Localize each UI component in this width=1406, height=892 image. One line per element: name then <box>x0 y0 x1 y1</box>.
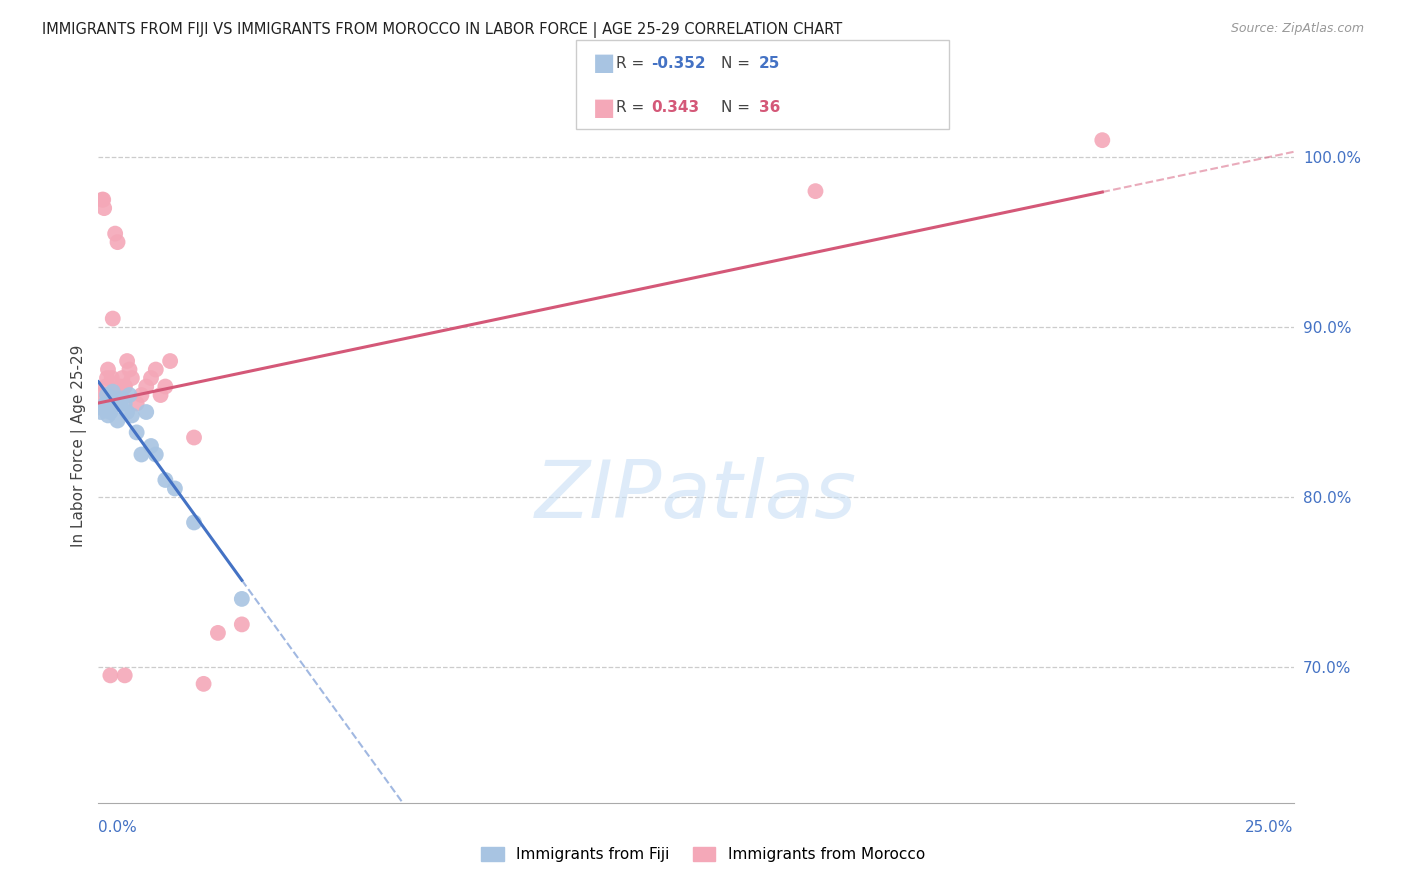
Point <box>91 193 114 207</box>
Point <box>108 396 131 410</box>
Point <box>98 405 122 419</box>
Point <box>193 677 215 691</box>
Point <box>121 371 143 385</box>
Text: 25.0%: 25.0% <box>1246 820 1294 835</box>
Point <box>231 617 253 632</box>
Point <box>90 388 112 402</box>
Point <box>139 371 162 385</box>
Point <box>125 425 148 440</box>
Point <box>149 388 172 402</box>
Point <box>91 193 114 207</box>
Text: 0.0%: 0.0% <box>98 820 138 835</box>
Point <box>135 379 157 393</box>
Text: -0.352: -0.352 <box>651 56 706 70</box>
Point <box>111 371 134 385</box>
Point <box>104 227 127 241</box>
Text: IMMIGRANTS FROM FIJI VS IMMIGRANTS FROM MOROCCO IN LABOR FORCE | AGE 25-29 CORRE: IMMIGRANTS FROM FIJI VS IMMIGRANTS FROM … <box>42 22 842 38</box>
Point <box>115 354 138 368</box>
Point <box>183 516 205 530</box>
Text: ZIPatlas: ZIPatlas <box>534 457 858 535</box>
Point <box>98 668 122 682</box>
Point <box>98 388 122 402</box>
Point <box>159 354 181 368</box>
Text: N =: N = <box>721 56 755 70</box>
Point <box>145 448 167 462</box>
Point <box>90 405 112 419</box>
Text: 25: 25 <box>759 56 780 70</box>
Point <box>101 311 124 326</box>
Point <box>96 388 118 402</box>
Text: R =: R = <box>616 101 650 115</box>
Point <box>104 392 127 406</box>
Point <box>91 401 114 416</box>
Text: ■: ■ <box>593 52 616 75</box>
Point <box>107 413 129 427</box>
Point <box>107 235 129 249</box>
Point <box>101 400 124 414</box>
Point <box>207 626 229 640</box>
Text: 0.343: 0.343 <box>651 101 699 115</box>
Point <box>108 379 131 393</box>
Point <box>98 388 122 402</box>
Text: R =: R = <box>616 56 650 70</box>
Text: 36: 36 <box>759 101 780 115</box>
Point <box>145 362 167 376</box>
Point <box>114 396 136 410</box>
Point <box>97 409 120 423</box>
Point <box>94 396 117 410</box>
Point <box>131 448 153 462</box>
Point <box>111 392 134 406</box>
Point <box>114 668 136 682</box>
Point <box>118 362 141 376</box>
Point <box>804 184 827 198</box>
Point <box>97 362 120 376</box>
Point <box>114 379 136 393</box>
Point <box>101 371 124 385</box>
Point <box>121 409 143 423</box>
Point <box>101 384 124 399</box>
Point <box>135 405 157 419</box>
Point <box>163 482 186 496</box>
Point <box>118 388 141 402</box>
Legend: Immigrants from Fiji, Immigrants from Morocco: Immigrants from Fiji, Immigrants from Mo… <box>475 841 931 868</box>
Point <box>115 405 138 419</box>
Point <box>114 379 136 393</box>
Point <box>1091 133 1114 147</box>
Point <box>131 388 153 402</box>
Point <box>183 430 205 444</box>
Point <box>96 371 118 385</box>
Text: Source: ZipAtlas.com: Source: ZipAtlas.com <box>1230 22 1364 36</box>
Point <box>231 591 253 606</box>
Point <box>125 396 148 410</box>
Text: ■: ■ <box>593 96 616 120</box>
Point <box>93 201 115 215</box>
Point <box>155 379 177 393</box>
Y-axis label: In Labor Force | Age 25-29: In Labor Force | Age 25-29 <box>72 345 87 547</box>
Point <box>155 473 177 487</box>
Point <box>139 439 162 453</box>
Point <box>94 379 117 393</box>
Text: N =: N = <box>721 101 755 115</box>
